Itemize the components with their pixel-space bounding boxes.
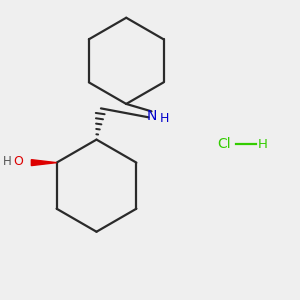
Polygon shape bbox=[31, 160, 57, 166]
Text: Cl: Cl bbox=[218, 137, 231, 151]
Text: H: H bbox=[258, 138, 268, 151]
Text: H: H bbox=[159, 112, 169, 125]
Text: N: N bbox=[146, 109, 157, 123]
Text: H: H bbox=[3, 154, 11, 168]
Text: O: O bbox=[13, 154, 23, 168]
